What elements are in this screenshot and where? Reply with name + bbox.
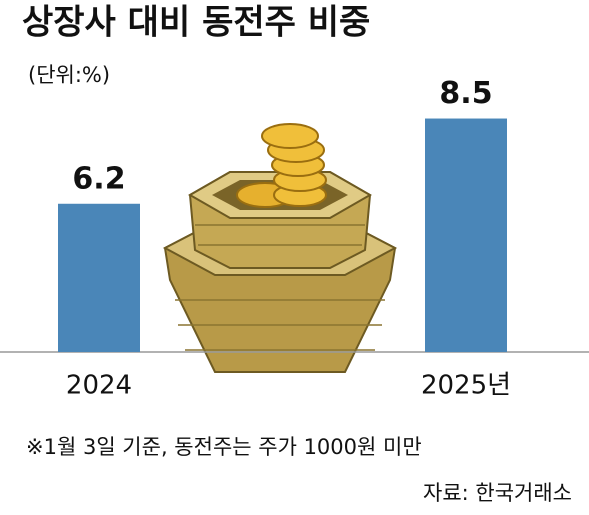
bar <box>425 118 507 352</box>
illustration <box>162 123 398 373</box>
chart-title: 상장사 대비 동전주 비중 <box>22 3 370 43</box>
chart-subtitle: (단위:%) <box>28 63 110 87</box>
value-label: 6.2 <box>72 161 125 196</box>
value-label: 8.5 <box>439 76 492 111</box>
bar <box>58 203 140 352</box>
x-tick-label: 2024 <box>66 371 132 401</box>
x-tick-label: 2025년 <box>421 371 511 401</box>
note: ※1월 3일 기준, 동전주는 주가 1000원 미만 <box>26 435 422 459</box>
source: 자료: 한국거래소 <box>423 481 572 505</box>
